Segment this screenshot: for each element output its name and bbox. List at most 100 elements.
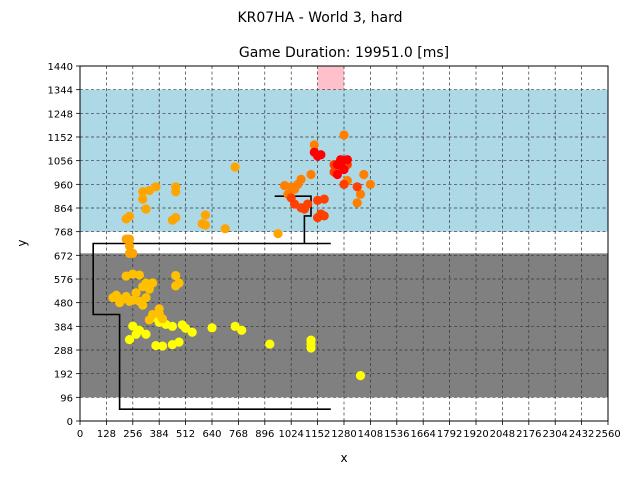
- scatter-point: [265, 339, 275, 349]
- x-tick-label: 128: [97, 429, 116, 440]
- scatter-point: [124, 211, 135, 221]
- trajectory-path: [92, 195, 331, 410]
- x-tick-label: 1536: [384, 429, 409, 440]
- chart-title: Game Duration: 19951.0 [ms]: [239, 45, 449, 61]
- scatter-point: [230, 321, 240, 331]
- x-tick-label: 1152: [305, 429, 330, 440]
- scatter-point: [138, 194, 148, 204]
- x-tick-label: 640: [202, 429, 221, 440]
- scatter-point: [309, 140, 319, 150]
- chart-suptitle: KR07HA - World 3, hard: [237, 10, 402, 26]
- scatter-point: [339, 164, 349, 175]
- x-tick-label: 384: [150, 429, 169, 440]
- scatter-point: [148, 278, 158, 288]
- scatter-point: [138, 300, 148, 310]
- scatter-point: [230, 162, 240, 172]
- scatter-point: [174, 337, 184, 347]
- y-tick-label: 1152: [48, 133, 73, 144]
- scatter-point: [319, 211, 329, 221]
- scatter-point: [313, 151, 323, 161]
- scatter-point: [200, 210, 210, 220]
- scatter-point: [220, 224, 230, 234]
- scatter-point: [151, 340, 161, 351]
- y-tick-label: 384: [54, 322, 73, 333]
- scatter-point: [138, 282, 148, 292]
- scatter-point: [306, 169, 316, 180]
- x-tick-label: 2560: [595, 429, 620, 440]
- y-tick-label: 192: [54, 370, 73, 381]
- scatter-point: [151, 182, 161, 192]
- x-axis-label: x: [340, 451, 347, 465]
- y-tick-label: 864: [54, 204, 73, 215]
- scatter-point: [332, 169, 342, 180]
- scatter-point: [124, 335, 135, 345]
- scatter-point: [115, 298, 125, 308]
- scatter-point: [352, 182, 362, 192]
- scatter-point: [319, 194, 329, 204]
- scatter-point: [200, 220, 210, 230]
- y-tick-label: 768: [54, 228, 73, 239]
- scatter-point: [187, 327, 197, 337]
- y-tick-label: 0: [67, 417, 73, 428]
- y-tick-label: 960: [54, 180, 73, 191]
- scatter-point: [121, 271, 131, 281]
- scatter-point: [280, 180, 290, 191]
- scatter-point: [124, 241, 135, 251]
- x-tick-label: 1920: [463, 429, 488, 440]
- scatter-point: [141, 293, 151, 303]
- scatter-point: [108, 293, 118, 303]
- plot-area: [79, 65, 609, 422]
- scatter-point: [171, 281, 181, 291]
- y-tick-label: 1440: [48, 62, 73, 73]
- y-tick-label: 96: [60, 393, 73, 404]
- scatter-point: [171, 270, 181, 281]
- x-tick-label: 1664: [410, 429, 435, 440]
- y-tick-label: 1344: [48, 86, 73, 97]
- points-layer: [108, 130, 375, 381]
- y-tick-label: 288: [54, 346, 73, 357]
- scatter-point: [157, 341, 168, 351]
- scatter-point: [355, 371, 366, 381]
- scatter-point: [365, 179, 375, 189]
- scatter-point: [273, 229, 283, 239]
- scatter-point: [157, 314, 168, 324]
- y-axis: 0 96 192 288 384 480 576 672 768 864 960 1056 1152 12…: [48, 62, 80, 428]
- x-tick-label: 1024: [278, 429, 303, 440]
- scatter-point: [332, 160, 342, 170]
- scatter-point: [128, 321, 138, 331]
- scatter-point: [293, 179, 303, 189]
- y-axis-label: y: [15, 239, 29, 246]
- scatter-point: [171, 182, 181, 192]
- x-tick-label: 2304: [542, 429, 567, 440]
- scatter-point: [121, 291, 131, 302]
- scatter-point: [124, 234, 135, 244]
- y-tick-label: 1056: [48, 157, 73, 168]
- scatter-point: [237, 325, 247, 335]
- scatter-point: [141, 329, 151, 339]
- scatter-point: [303, 199, 313, 209]
- y-tick-label: 576: [54, 275, 73, 286]
- x-tick-label: 2048: [490, 429, 515, 440]
- x-axis: 0 128 256 384 512 640 768 896 1024 1152 1280 1408 15…: [77, 421, 621, 440]
- y-tick-label: 1248: [48, 109, 73, 120]
- scatter-point: [207, 323, 217, 333]
- scatter-point: [306, 335, 316, 345]
- x-tick-label: 768: [229, 429, 248, 440]
- x-tick-label: 0: [77, 429, 83, 440]
- scatter-point: [339, 179, 349, 189]
- scatter-point: [141, 204, 151, 214]
- scatter-point: [177, 320, 187, 330]
- x-tick-label: 1792: [437, 429, 462, 440]
- scatter-point: [131, 329, 141, 339]
- y-tick-label: 672: [54, 251, 73, 262]
- x-tick-label: 1408: [358, 429, 383, 440]
- scatter-point: [342, 155, 352, 165]
- scatter-point: [167, 215, 177, 225]
- scatter-point: [359, 169, 369, 180]
- path-layer: [92, 195, 331, 410]
- scatter-point: [144, 315, 154, 325]
- scatter-point: [131, 288, 141, 298]
- y-tick-label: 480: [54, 299, 73, 310]
- x-tick-label: 2432: [569, 429, 594, 440]
